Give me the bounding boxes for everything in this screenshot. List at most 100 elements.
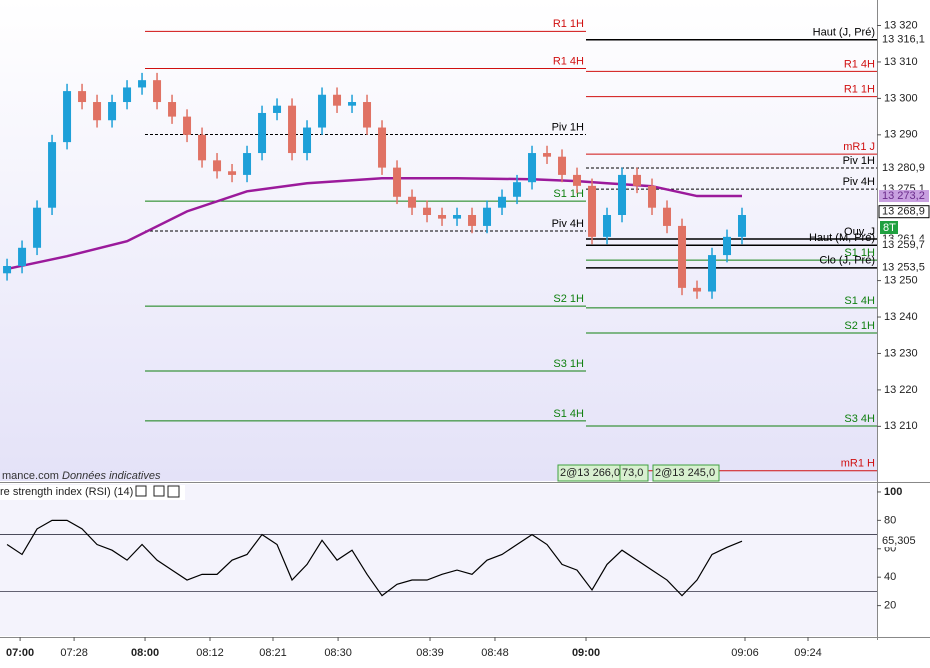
price-label: 13 316,1	[882, 34, 925, 46]
candle-body	[183, 116, 192, 135]
level-label: Haut (M, Pré)	[809, 232, 875, 244]
annotation: mance.com	[2, 470, 59, 482]
candle-body	[363, 102, 372, 128]
rsi-panel	[0, 484, 877, 636]
x-tick-label: 08:48	[481, 647, 509, 659]
price-label-box	[879, 33, 929, 46]
candle-body	[708, 255, 717, 292]
level-label: S3 4H	[844, 413, 875, 425]
candle-body	[498, 196, 507, 208]
annotation: 2@13 266,0	[560, 467, 620, 479]
candle-body	[408, 196, 417, 208]
level-label: S2 1H	[844, 320, 875, 332]
candle-body	[288, 105, 297, 154]
candle-body	[723, 236, 732, 256]
candle-body	[453, 214, 462, 219]
level-label: S3 1H	[553, 358, 584, 370]
candle-body	[603, 214, 612, 237]
candle-body	[228, 171, 237, 175]
y-tick-label: 13 240	[884, 311, 918, 323]
rsi-line	[6, 519, 743, 597]
level-label: Haut (J, Pré)	[813, 27, 875, 39]
x-tick-label: 08:21	[259, 647, 287, 659]
level-label: Clo (J, Pré)	[819, 255, 875, 267]
candle-body	[438, 214, 447, 219]
candle-body	[273, 105, 282, 113]
x-tick-label: 09:24	[794, 647, 822, 659]
level-label: R1 4H	[844, 58, 875, 70]
x-tick-label: 08:00	[131, 647, 159, 659]
candle-body	[588, 185, 597, 237]
candle-body	[618, 174, 627, 215]
candle-body	[333, 94, 342, 106]
x-tick-label: 08:39	[416, 647, 444, 659]
y-tick-label: 13 320	[884, 19, 918, 31]
vwap-line	[6, 176, 743, 271]
x-tick-label: 08:30	[324, 647, 352, 659]
level-label: Piv 4H	[843, 176, 875, 188]
price-label: 13 259,7	[882, 239, 925, 251]
y-tick-label: 80	[884, 514, 896, 526]
candle-body	[108, 102, 117, 121]
candle-body	[303, 127, 312, 154]
candle-body	[633, 174, 642, 186]
y-tick-label: 13 290	[884, 129, 918, 141]
candle-body	[693, 287, 702, 292]
level-label: S2 1H	[553, 293, 584, 305]
price-label-box	[879, 239, 929, 252]
y-tick-label: 13 300	[884, 92, 918, 104]
annotation: 2@13 245,0	[655, 467, 715, 479]
candle-body	[543, 153, 552, 157]
candle-body	[648, 185, 657, 208]
price-panel	[0, 0, 877, 481]
level-label: Piv 1H	[843, 155, 875, 167]
last-value-label: 65,305	[882, 535, 916, 547]
candle-body	[573, 174, 582, 186]
price-label-box	[879, 190, 929, 203]
y-tick-label: 13 230	[884, 347, 918, 359]
x-tick-label: 08:12	[196, 647, 224, 659]
x-tick-label: 07:28	[60, 647, 88, 659]
candle-body	[33, 207, 42, 248]
rsi-icon	[153, 485, 165, 497]
y-tick-label: 13 310	[884, 56, 918, 68]
order-box	[619, 464, 649, 482]
candle-body	[468, 214, 477, 226]
candle-body	[678, 225, 687, 288]
level-label: Ouv. J	[844, 226, 875, 238]
candle-body	[63, 91, 72, 143]
level-label: S1 1H	[844, 247, 875, 259]
candle-body	[558, 156, 567, 175]
level-label: S1 1H	[553, 188, 584, 200]
price-label: 13 280,9	[882, 162, 925, 174]
price-label: 13 268,9	[882, 206, 925, 218]
price-label-box	[879, 261, 929, 274]
y-tick-label: 20	[884, 600, 896, 612]
y-tick-label: 13 210	[884, 420, 918, 432]
candle-body	[78, 91, 87, 103]
candle-body	[318, 94, 327, 128]
candle-body	[198, 134, 207, 161]
y-tick-label: 100	[884, 486, 902, 498]
candle-body	[168, 102, 177, 117]
candle-body	[93, 102, 102, 121]
candle-body	[18, 247, 27, 267]
rsi-title: re strength index (RSI) (14)	[0, 486, 133, 498]
rsi-icon	[167, 485, 180, 498]
candle-body	[153, 80, 162, 103]
x-tick-label: 09:00	[572, 647, 600, 659]
price-label-box	[878, 205, 930, 219]
tag-box	[880, 221, 898, 234]
candle-body	[138, 80, 147, 88]
candle-body	[738, 214, 747, 237]
candle-body	[123, 87, 132, 103]
price-label-box	[879, 161, 929, 174]
candle-body	[3, 266, 12, 274]
price-label: 13 273,2	[882, 190, 925, 202]
level-label: mR1 J	[843, 141, 875, 153]
rsi-icon	[135, 485, 147, 497]
level-label: R1 1H	[844, 83, 875, 95]
level-label: S1 4H	[553, 408, 584, 420]
candle-body	[513, 182, 522, 197]
